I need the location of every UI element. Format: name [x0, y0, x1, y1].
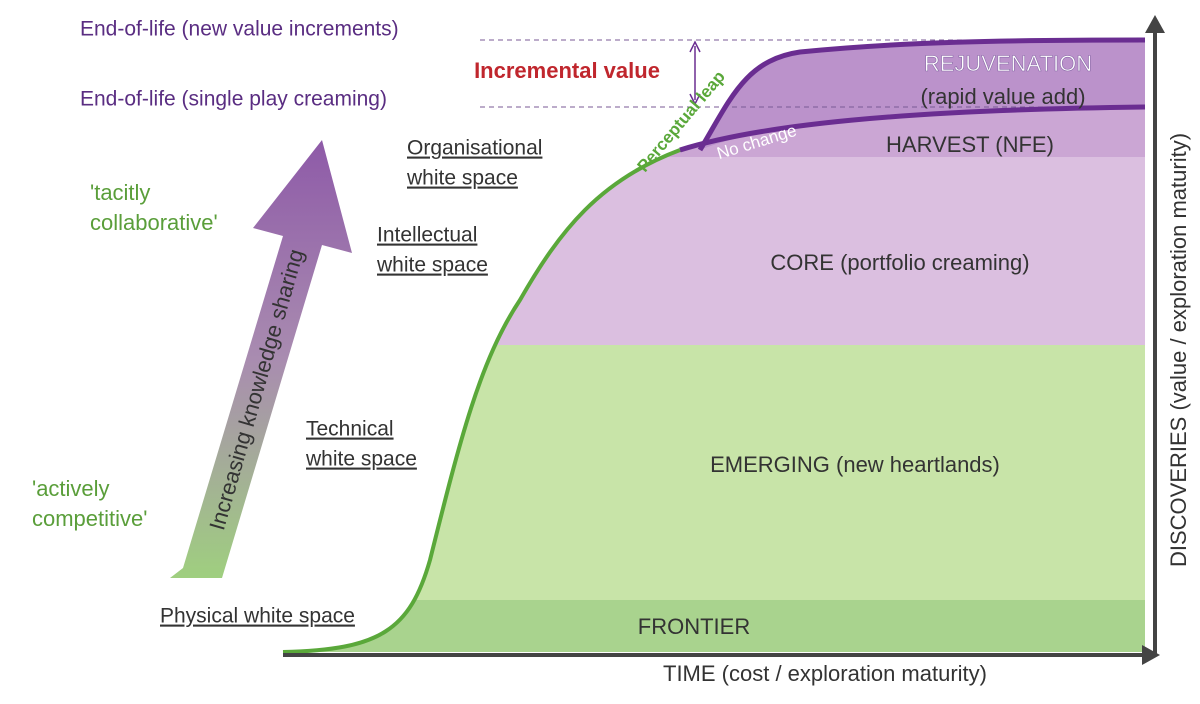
white-space-label: white space	[406, 167, 518, 190]
y-axis-arrow	[1145, 15, 1165, 33]
rejuvenation-curve	[697, 37, 1146, 152]
x-axis-label: TIME (cost / exploration maturity)	[663, 661, 987, 686]
white-space-label: white space	[376, 254, 488, 277]
y-axis-label: DISCOVERIES (value / exploration maturit…	[1166, 133, 1191, 567]
stance-label: 'tacitly	[90, 180, 150, 205]
white-space-label: Technical	[306, 418, 394, 441]
zone-label: (rapid value add)	[920, 84, 1085, 109]
zone-label: CORE (portfolio creaming)	[770, 250, 1029, 275]
white-space-label: Organisational	[407, 137, 542, 160]
zone-label: REJUVENATION	[924, 51, 1092, 76]
zone-label: EMERGING (new heartlands)	[710, 452, 1000, 477]
frontier-band	[283, 600, 1145, 652]
knowledge-arrow	[170, 140, 352, 578]
zone-label: FRONTIER	[638, 614, 750, 639]
stance-label: collaborative'	[90, 210, 218, 235]
stance-label: competitive'	[32, 506, 147, 531]
eol-label: End-of-life (new value increments)	[80, 18, 399, 41]
s-curve	[282, 148, 681, 654]
white-space-label: Intellectual	[377, 224, 477, 247]
arrow-label: Increasing knowledge sharing	[204, 246, 308, 533]
zone-label: HARVEST (NFE)	[886, 132, 1054, 157]
white-space-label: white space	[305, 448, 417, 471]
eol-label: End-of-life (single play creaming)	[80, 88, 387, 111]
white-space-label: Physical white space	[160, 605, 355, 628]
arrow-heads	[689, 40, 701, 106]
x-axis-arrow	[1142, 645, 1160, 665]
incremental-value: Incremental value	[474, 58, 660, 83]
harvest-curve	[679, 104, 1146, 153]
stance-label: 'actively	[32, 476, 110, 501]
